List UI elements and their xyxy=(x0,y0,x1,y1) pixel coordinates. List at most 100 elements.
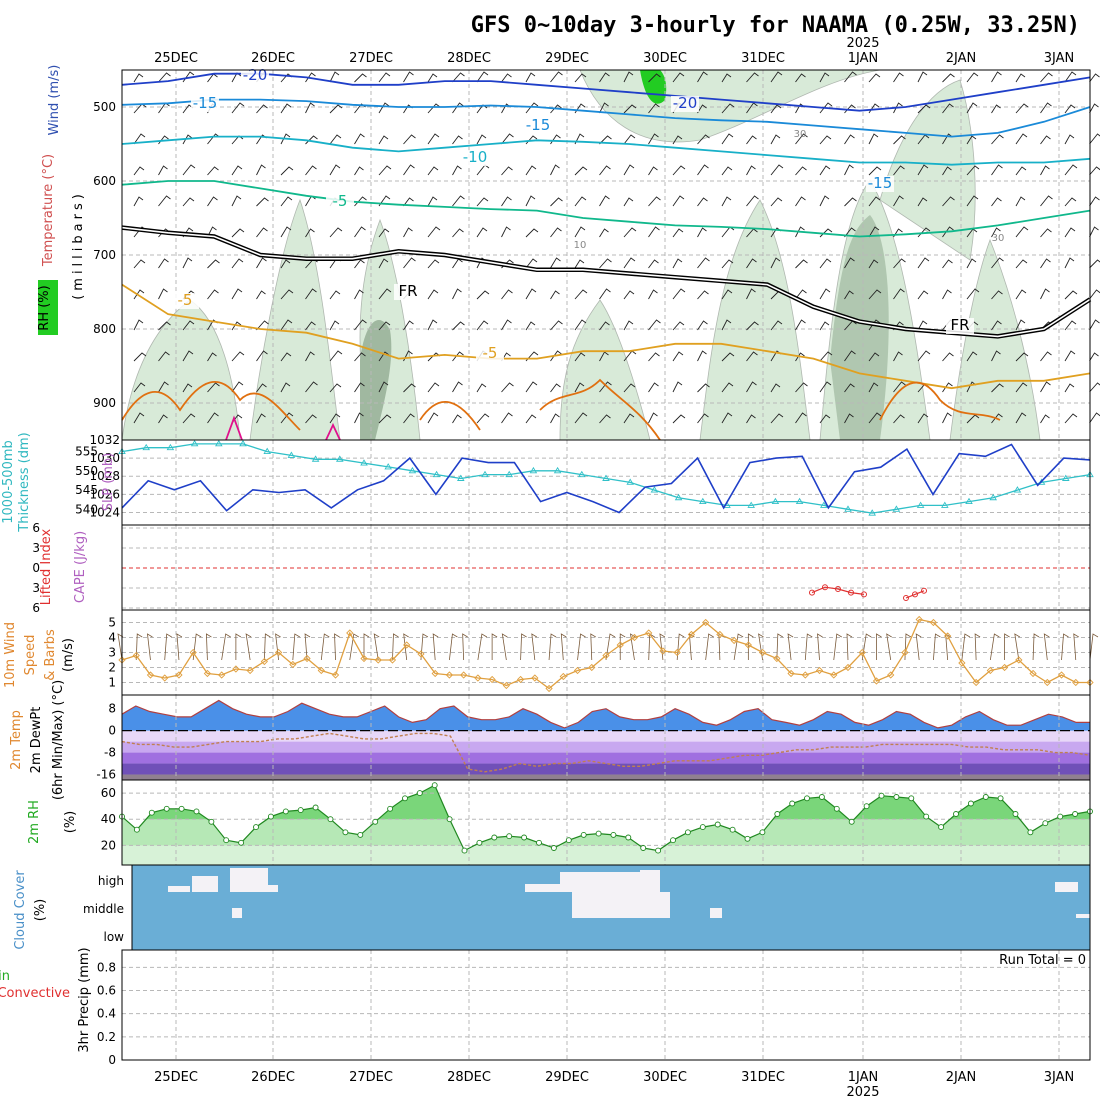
rh2m-marker xyxy=(729,826,736,833)
wind-barb xyxy=(133,196,144,207)
isotherm-label: -5 xyxy=(333,192,348,210)
rh2m-marker xyxy=(699,824,706,831)
date-label-bottom: 28DEC xyxy=(447,1070,491,1085)
rh2m-marker xyxy=(536,839,542,846)
wind10-marker xyxy=(488,675,496,684)
wind-tick-label: 3 xyxy=(108,646,116,660)
wind-barb xyxy=(697,104,707,114)
rh2m-marker xyxy=(1072,811,1079,817)
wind10-line xyxy=(121,618,1090,690)
wind-barb xyxy=(819,135,832,145)
wind-barb xyxy=(746,288,756,300)
wind-barb xyxy=(403,227,413,238)
wind-barb xyxy=(893,351,903,362)
wind-barb xyxy=(795,319,806,331)
wind-barb xyxy=(1040,414,1050,424)
rh2m-marker xyxy=(640,845,647,851)
wind-barb-10m xyxy=(733,633,744,661)
wind-barb xyxy=(329,71,340,83)
wind-barb xyxy=(1015,196,1026,207)
wind-barb xyxy=(1040,288,1050,300)
wind10-marker xyxy=(773,654,781,663)
rh2m-marker xyxy=(267,813,274,820)
wind-barb-10m xyxy=(192,633,202,661)
wind-barb xyxy=(819,258,832,269)
wind-barb-10m xyxy=(1004,633,1010,660)
wind-barb xyxy=(599,135,612,145)
wind-barb-10m xyxy=(349,633,359,661)
wind-barb xyxy=(354,352,366,362)
date-label-bottom: 2JAN xyxy=(946,1070,977,1085)
wind-barb xyxy=(795,166,807,176)
wind10-marker xyxy=(958,659,966,667)
lifted-index-marker xyxy=(912,591,918,598)
lifted-index-marker xyxy=(848,589,854,596)
wind-barb xyxy=(476,413,490,424)
wind-barb xyxy=(378,165,392,176)
wind10-marker xyxy=(730,636,738,645)
isotherm-label: -20 xyxy=(673,94,698,112)
rh2m-marker xyxy=(342,829,349,836)
wind-barb-10m xyxy=(176,633,183,661)
wind10-marker xyxy=(944,632,952,640)
wind-barb xyxy=(476,134,487,145)
wind10-marker xyxy=(1043,678,1051,687)
wind-barb xyxy=(672,258,683,269)
wind-barb xyxy=(550,227,562,238)
thickness-marker xyxy=(626,478,634,485)
wind-barb xyxy=(697,227,707,238)
panel-label: & Barbs xyxy=(43,629,58,681)
cloud-gap xyxy=(168,886,190,892)
wind-barb xyxy=(525,351,539,362)
wind10-marker xyxy=(317,666,325,675)
rh-shading-dark xyxy=(830,215,889,440)
wind-barb xyxy=(1040,258,1051,269)
wind-barb xyxy=(721,103,735,114)
wind-barb xyxy=(1089,319,1100,331)
wind-barb-10m xyxy=(833,633,842,661)
wind10-marker xyxy=(687,630,696,639)
wind-barb xyxy=(893,381,906,393)
wind-barb xyxy=(378,321,391,331)
cloud-row-label: middle xyxy=(83,902,124,916)
isotherm-label: -5 xyxy=(178,291,193,309)
wind10-marker xyxy=(901,648,909,657)
wind-barb xyxy=(844,257,855,269)
thickness-marker xyxy=(336,455,344,462)
wind-barb xyxy=(1015,319,1026,331)
wind-barb-10m xyxy=(817,633,823,661)
wind10-marker xyxy=(1072,678,1080,687)
slp-tick-label: 1030 xyxy=(89,451,120,465)
wind-barb xyxy=(966,135,977,145)
isotherm-label-bg xyxy=(326,194,354,210)
wind-barb xyxy=(697,290,709,300)
wind-barb xyxy=(427,319,438,331)
wind-barb xyxy=(746,195,759,207)
rh-shading xyxy=(699,199,811,441)
thickness-tick-label: 550 xyxy=(75,464,98,478)
wind-barb xyxy=(354,259,365,269)
panel-label: 2m Temp xyxy=(9,710,24,770)
cloud-gap xyxy=(192,876,218,892)
li-tick-label: 6 xyxy=(32,521,40,535)
thickness-marker xyxy=(432,470,441,478)
wind10-marker xyxy=(474,674,482,682)
wind-barb xyxy=(1064,104,1076,114)
wind10-marker xyxy=(972,678,980,687)
isotherm-label: FR xyxy=(398,282,417,300)
wind-barb xyxy=(158,72,171,83)
wind-barb-10m xyxy=(1073,633,1079,661)
wind-barb xyxy=(305,165,317,176)
wind-barb xyxy=(1064,227,1076,238)
wind-barb xyxy=(403,71,414,83)
wind-barb-10m xyxy=(705,633,714,661)
wind-barb-10m xyxy=(363,633,370,660)
wind-barb xyxy=(452,195,465,207)
rh2m-marker xyxy=(1027,829,1034,836)
wind10-marker xyxy=(260,657,268,666)
wind10-marker xyxy=(175,671,183,679)
pressure-tick-label: 800 xyxy=(93,322,116,336)
wind-barb xyxy=(1064,320,1077,331)
wind10-marker xyxy=(1029,669,1037,678)
